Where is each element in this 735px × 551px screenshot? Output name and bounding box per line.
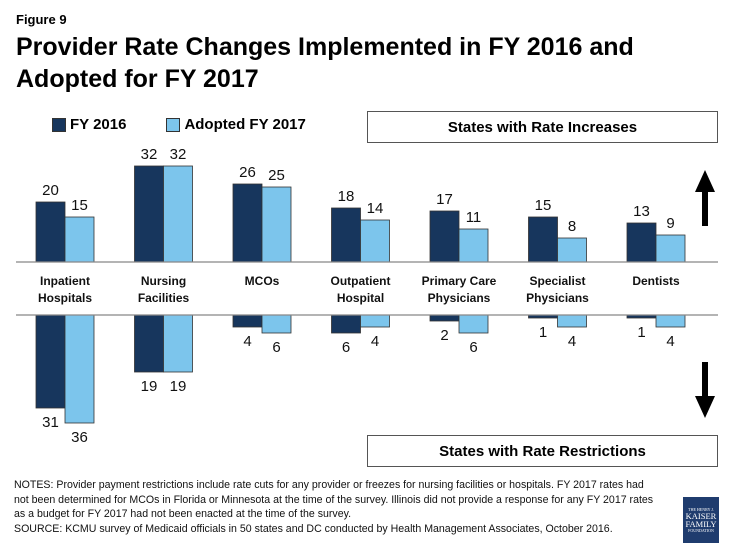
restrictions-bars: 31 36 19 19 4 6 6 4 2 6 1 4 1 4 (35, 314, 686, 446)
data-label-increase: 8 (568, 218, 576, 235)
source-text: SOURCE: KCMU survey of Medicaid official… (14, 522, 613, 535)
data-label-increase: 26 (239, 164, 256, 181)
bar-increase-fy2017 (64, 216, 95, 263)
rate-increases-label: States with Rate Increases (367, 111, 718, 143)
bar-increase-fy2016 (528, 216, 558, 263)
bar-increase-fy2016 (134, 165, 164, 263)
bar-restriction-fy2016 (35, 314, 66, 409)
bar-restriction-fy2017 (163, 314, 193, 373)
category-label: Physicians (526, 291, 589, 305)
bar-increase-fy2017 (557, 237, 587, 263)
category-label: Nursing (141, 274, 186, 288)
category-label: Facilities (138, 291, 190, 305)
data-label-restriction: 4 (568, 333, 576, 350)
data-label-increase: 15 (71, 197, 88, 214)
category-label: Physicians (428, 291, 491, 305)
category-labels: Inpatient Hospitals Nursing Facilities MCOs O… (38, 274, 680, 305)
bar-increase-fy2016 (331, 207, 361, 263)
data-label-restriction: 6 (342, 339, 350, 356)
data-label-increase: 18 (338, 188, 355, 205)
bar-restriction-fy2017 (458, 314, 489, 334)
data-label-increase: 32 (141, 146, 158, 163)
up-arrow-icon (695, 170, 715, 226)
bar-increase-fy2017 (655, 234, 686, 263)
legend-item-fy2017: Adopted FY 2017 (166, 116, 306, 133)
legend-swatch-fy2016 (52, 117, 66, 132)
data-label-increase: 11 (466, 209, 482, 226)
bar-increase-fy2017 (458, 228, 489, 263)
increases-bars: 20 15 32 32 26 25 18 14 17 11 15 8 13 9 (35, 146, 686, 263)
legend: FY 2016 Adopted FY 2017 (52, 116, 306, 133)
data-label-increase: 17 (436, 191, 453, 208)
data-label-restriction: 6 (272, 339, 280, 356)
legend-swatch-fy2017 (166, 117, 181, 132)
bar-restriction-fy2016 (331, 314, 361, 334)
data-label-restriction: 1 (539, 324, 547, 341)
bar-increase-fy2016 (429, 210, 460, 263)
legend-item-fy2016: FY 2016 (52, 116, 126, 133)
kff-logo: THE HENRY J. KAISER FAMILY FOUNDATION (683, 497, 719, 543)
notes: NOTES: Provider payment restrictions inc… (14, 478, 654, 536)
logo-line3: FAMILY (685, 519, 717, 529)
data-label-increase: 14 (367, 200, 384, 217)
bar-restriction-fy2016 (429, 314, 460, 322)
legend-label-fy2016: FY 2016 (70, 116, 127, 133)
down-arrow-icon (695, 362, 715, 418)
category-label: Inpatient (40, 274, 90, 288)
data-label-restriction: 19 (170, 378, 187, 395)
chart-title: Provider Rate Changes Implemented in FY … (16, 33, 634, 93)
data-label-restriction: 6 (469, 339, 477, 356)
data-label-increase: 25 (268, 167, 285, 184)
category-label: Outpatient (331, 274, 391, 288)
bar-restriction-fy2017 (64, 314, 95, 424)
category-label: Primary Care (422, 274, 497, 288)
data-label-restriction: 4 (666, 333, 674, 350)
data-label-increase: 32 (170, 146, 187, 163)
bar-restriction-fy2017 (655, 314, 686, 328)
data-label-restriction: 19 (141, 378, 158, 395)
data-label-increase: 15 (535, 197, 552, 214)
logo-line2: KAISER (685, 510, 717, 521)
data-label-restriction: 4 (371, 333, 379, 350)
bar-restriction-fy2017 (360, 314, 390, 328)
rate-restrictions-label: States with Rate Restrictions (367, 435, 718, 467)
data-label-increase: 9 (666, 215, 674, 232)
bar-restriction-fy2016 (134, 314, 164, 373)
logo-line4: FOUNDATION (688, 527, 714, 533)
data-label-increase: 13 (633, 203, 650, 220)
bar-restriction-fy2017 (557, 314, 587, 328)
bar-restriction-fy2016 (232, 314, 263, 328)
category-label: Specialist (529, 274, 585, 288)
data-label-restriction: 31 (42, 414, 59, 431)
data-label-increase: 20 (42, 182, 59, 199)
bar-increase-fy2017 (163, 165, 193, 263)
bar-increase-fy2017 (261, 186, 292, 263)
bar-increase-fy2016 (232, 183, 263, 263)
category-label: MCOs (245, 274, 280, 288)
bar-increase-fy2016 (626, 222, 657, 263)
bar-restriction-fy2017 (261, 314, 292, 334)
data-label-restriction: 2 (440, 327, 448, 344)
logo-line1: THE HENRY J. (688, 506, 714, 512)
bar-increase-fy2016 (35, 201, 66, 263)
category-label: Dentists (632, 274, 680, 288)
data-label-restriction: 4 (243, 333, 251, 350)
legend-label-fy2017: Adopted FY 2017 (184, 116, 306, 133)
data-label-restriction: 36 (71, 429, 88, 446)
figure-label: Figure 9 (16, 12, 67, 27)
bar-increase-fy2017 (360, 219, 390, 263)
notes-text: NOTES: Provider payment restrictions inc… (14, 479, 654, 520)
category-label: Hospitals (38, 291, 92, 305)
data-label-restriction: 1 (637, 324, 645, 341)
category-label: Hospital (337, 291, 384, 305)
